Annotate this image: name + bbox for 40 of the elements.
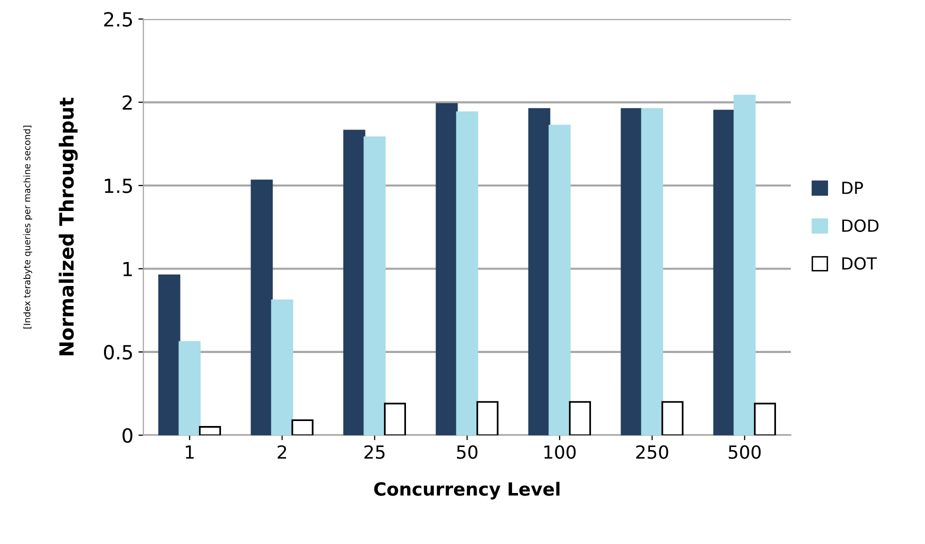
bar	[250, 180, 273, 436]
x-tick-label: 25	[364, 445, 385, 459]
x-tick-label: 100	[544, 445, 576, 459]
legend-label: DOD	[842, 219, 878, 232]
bar	[158, 274, 180, 436]
y-tick-label: 2.5	[104, 12, 132, 27]
legend-label: DP	[842, 182, 863, 194]
y-tick-label: 0.5	[104, 344, 132, 360]
bar	[384, 402, 406, 436]
y-tick-label: 1.5	[104, 178, 132, 194]
bar	[548, 124, 571, 436]
y-tick-label: 1	[123, 262, 132, 276]
x-tick-label: 50	[457, 445, 478, 459]
bar	[436, 103, 458, 436]
x-tick-label: 500	[728, 445, 761, 459]
y-tick-label: 2	[122, 95, 132, 110]
bar	[178, 341, 201, 436]
legend-label: DOT	[842, 257, 877, 270]
bar	[271, 300, 294, 436]
bar	[528, 108, 550, 436]
bar	[456, 111, 478, 436]
bar	[754, 402, 776, 436]
bar	[476, 401, 498, 436]
bar	[343, 130, 366, 436]
bar	[568, 401, 591, 436]
x-tick-label: 1	[186, 445, 194, 459]
bar	[661, 401, 684, 436]
bar	[641, 108, 664, 436]
bar	[734, 94, 756, 436]
x-tick-label: 2	[278, 445, 286, 459]
text: [Index terabyte queries per machine second]	[23, 126, 32, 328]
x-tick-label: 250	[636, 445, 668, 459]
y-tick-label: 0	[122, 428, 132, 443]
bar	[291, 419, 314, 436]
bar	[198, 426, 221, 436]
x-axis-title: Concurrency Level	[374, 482, 560, 500]
bar	[620, 108, 643, 436]
bar	[364, 136, 386, 436]
bar	[713, 110, 736, 436]
y-axis-title: Normalized Throughput	[58, 98, 78, 356]
